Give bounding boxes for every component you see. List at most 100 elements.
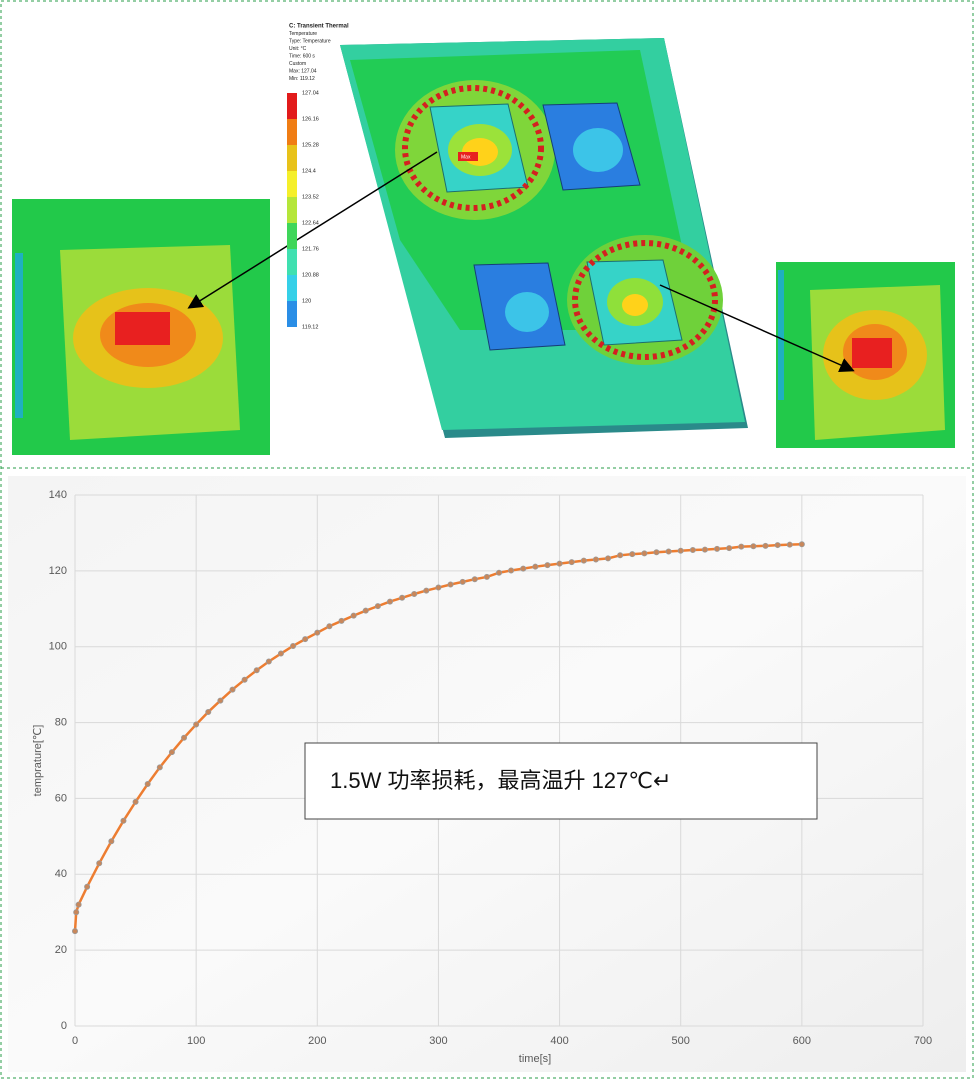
y-tick-label: 80 — [55, 716, 67, 728]
highlight-circle — [572, 240, 718, 360]
y-tick-label: 0 — [61, 1020, 67, 1032]
highlight-circle — [402, 85, 544, 211]
x-tick-label: 0 — [72, 1035, 78, 1047]
legend-swatch — [287, 119, 297, 145]
legend-value: 122.64 — [302, 220, 319, 226]
legend-value: 124.4 — [302, 168, 316, 174]
legend-swatch — [287, 171, 297, 197]
legend-value: 121.76 — [302, 246, 319, 252]
data-point — [75, 901, 82, 908]
y-tick-label: 140 — [49, 489, 67, 501]
data-point — [726, 545, 733, 552]
data-point — [798, 541, 805, 548]
legend-swatch — [287, 197, 297, 223]
inset-hotspot — [852, 338, 892, 368]
legend-header: Time: 600 s — [289, 53, 315, 59]
data-point — [253, 667, 260, 674]
data-point — [568, 559, 575, 566]
arrow — [187, 151, 438, 309]
legend-swatch — [287, 223, 297, 249]
data-point — [350, 612, 357, 619]
data-point — [689, 546, 696, 553]
legend-header: C: Transient Thermal — [289, 24, 349, 30]
data-point — [459, 578, 466, 585]
data-point — [483, 573, 490, 580]
legend-swatch — [287, 301, 297, 327]
data-point — [592, 556, 599, 563]
x-tick-label: 200 — [308, 1035, 326, 1047]
left-inset — [12, 199, 270, 455]
data-point — [544, 562, 551, 569]
chip-heat — [505, 292, 549, 332]
legend-header: Min: 119.12 — [289, 76, 315, 82]
x-tick-label: 600 — [793, 1035, 811, 1047]
data-point — [556, 560, 563, 567]
data-point — [217, 697, 224, 704]
y-tick-label: 120 — [49, 565, 67, 577]
data-point — [532, 563, 539, 570]
y-tick-label: 60 — [55, 792, 67, 804]
legend-swatch — [287, 275, 297, 301]
chip-heat — [622, 294, 648, 316]
legend-header: Type: Temperature — [289, 38, 331, 44]
legend-header: Temperature — [289, 31, 317, 37]
legend-value: 127.04 — [302, 90, 319, 96]
data-point — [72, 928, 79, 935]
data-point — [423, 587, 430, 594]
legend-value: 119.12 — [302, 324, 318, 330]
y-tick-label: 40 — [55, 868, 67, 880]
max-tag: Max — [461, 154, 471, 160]
data-point — [108, 838, 115, 845]
data-point — [605, 555, 612, 562]
legend-value: 126.16 — [302, 116, 319, 122]
inset-legend — [778, 270, 784, 400]
data-point — [471, 576, 478, 583]
legend-value: 125.28 — [302, 142, 319, 148]
x-tick-label: 300 — [429, 1035, 447, 1047]
legend-value: 120 — [302, 298, 311, 304]
x-axis-title: time[s] — [519, 1053, 551, 1065]
max-tag-box — [458, 152, 478, 161]
data-point — [677, 547, 684, 554]
data-point — [617, 552, 624, 559]
data-point — [314, 629, 321, 636]
data-point — [762, 542, 769, 549]
data-point — [580, 557, 587, 564]
data-point — [750, 543, 757, 550]
legend-value: 123.52 — [302, 194, 319, 200]
data-point — [229, 686, 236, 693]
chart: 0 20 40 60 80 100 120 140 0 100 200 300 400 500 600 700… — [32, 489, 932, 1065]
data-point — [132, 798, 139, 805]
data-point — [435, 584, 442, 591]
legend-header: Max: 127.04 — [289, 68, 317, 74]
inset-legend — [15, 253, 23, 418]
arrow — [659, 284, 855, 373]
legend-header: Custom — [289, 61, 306, 67]
y-axis-title: temprature[℃] — [32, 725, 44, 797]
x-tick-label: 700 — [914, 1035, 932, 1047]
y-tick-label: 20 — [55, 944, 67, 956]
legend-header: Unit: °C — [289, 46, 307, 52]
legend-swatch — [287, 145, 297, 171]
data-point — [265, 658, 272, 665]
annotation: 1.5W 功率损耗，最高温升 127℃↵ — [330, 768, 671, 793]
data-point — [120, 817, 127, 824]
right-inset — [776, 262, 955, 448]
data-point — [520, 565, 527, 572]
x-tick-label: 500 — [672, 1035, 690, 1047]
x-tick-label: 400 — [550, 1035, 568, 1047]
data-point — [774, 542, 781, 549]
data-point — [181, 734, 188, 741]
data-point — [84, 883, 91, 890]
legend-value: 120.88 — [302, 272, 319, 278]
inset-hotspot — [115, 312, 170, 345]
data-point — [144, 781, 151, 788]
legend-swatch — [287, 93, 297, 119]
thermal-view — [340, 38, 748, 438]
data-point — [508, 567, 515, 574]
data-point — [338, 617, 345, 624]
data-point — [290, 642, 297, 649]
